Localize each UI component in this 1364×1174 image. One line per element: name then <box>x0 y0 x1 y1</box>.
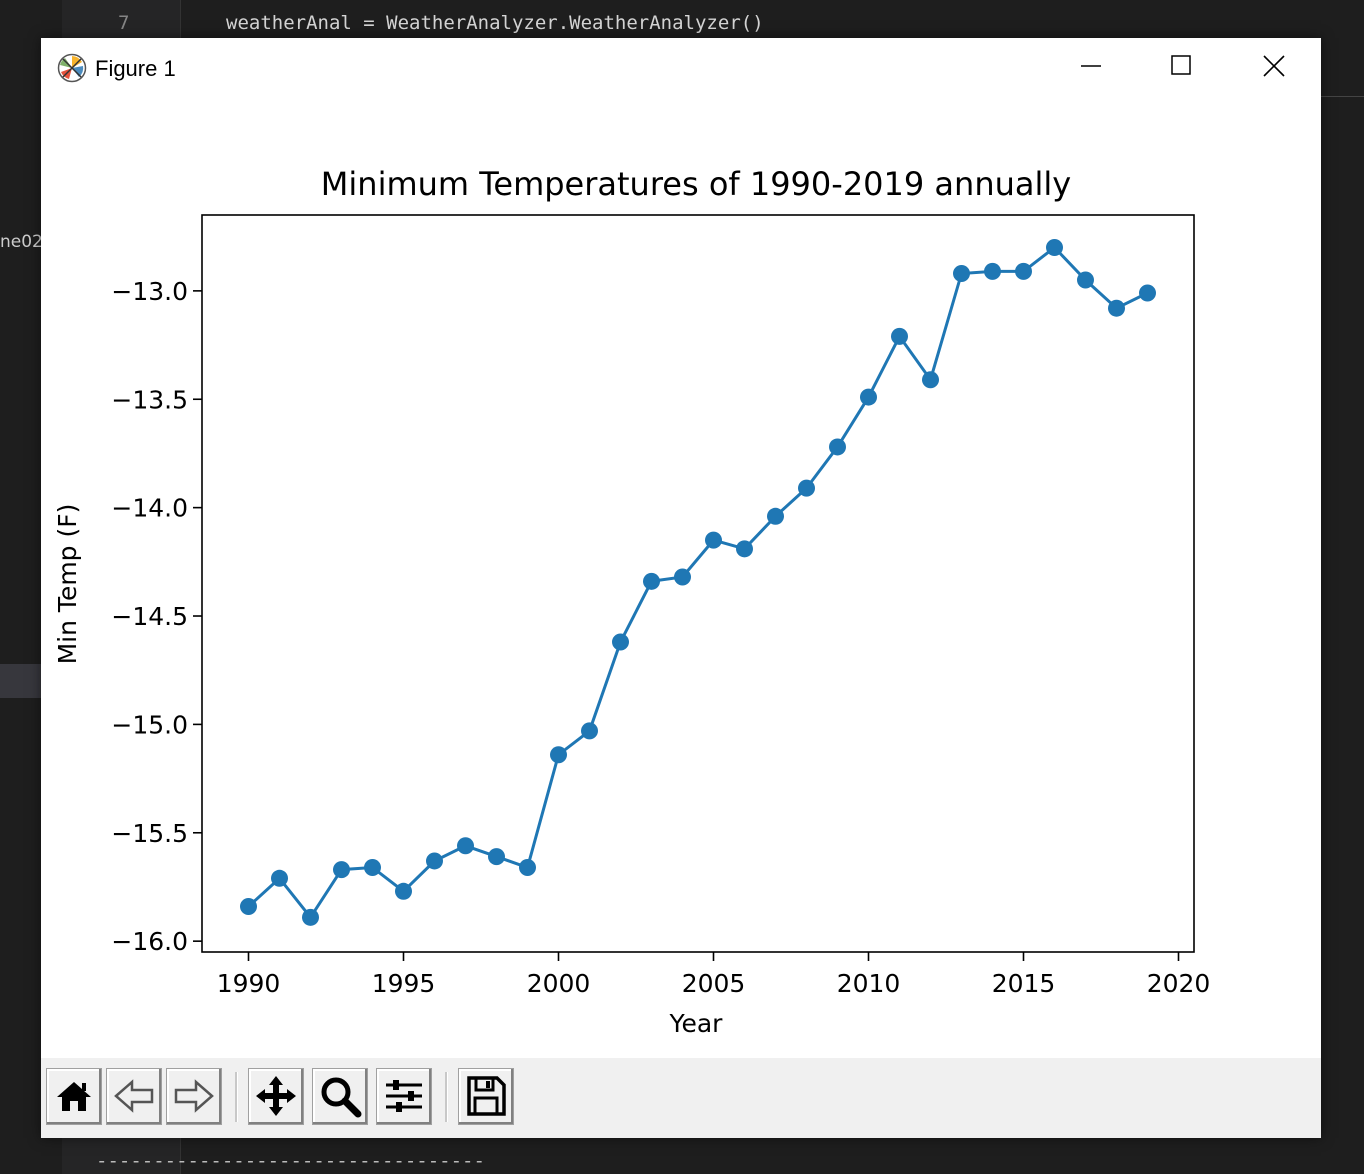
data-point <box>736 540 753 558</box>
y-tick-label: −16.0 <box>111 927 188 956</box>
close-icon <box>1263 55 1285 77</box>
data-point <box>1108 299 1125 317</box>
minimize-button[interactable] <box>1068 48 1114 88</box>
x-tick-label: 2010 <box>837 969 901 998</box>
data-point <box>395 882 412 900</box>
y-tick-label: −13.0 <box>111 277 188 306</box>
data-point <box>457 837 474 855</box>
series-markers <box>240 239 1156 926</box>
data-point <box>643 572 660 590</box>
matplotlib-logo-icon <box>57 53 87 83</box>
panel-border <box>1321 96 1364 97</box>
y-axis-ticks: −13.0 −13.5 −14.0 −14.5 −15.0 −15.5 −16.0 <box>111 277 202 956</box>
data-point <box>488 848 505 866</box>
data-point <box>922 371 939 389</box>
data-point <box>426 852 443 870</box>
explorer-selection-highlight <box>0 664 41 698</box>
data-point <box>519 858 536 876</box>
data-point <box>984 262 1001 280</box>
data-point <box>953 265 970 283</box>
data-point <box>1077 271 1094 289</box>
code-text[interactable]: weatherAnal = WeatherAnalyzer.WeatherAna… <box>226 12 764 34</box>
x-tick-label: 2005 <box>682 969 746 998</box>
figure-window: Figure 1 Minimum Temperatures of 1990-20… <box>41 38 1321 1138</box>
window-title: Figure 1 <box>95 56 176 81</box>
data-point <box>860 388 877 406</box>
data-point <box>674 568 691 586</box>
title-bar[interactable]: Figure 1 <box>41 38 1321 98</box>
data-point <box>1139 284 1156 302</box>
x-tick-label: 2015 <box>992 969 1056 998</box>
y-axis-label: Min Temp (F) <box>53 504 82 665</box>
move-icon <box>256 1076 296 1116</box>
maximize-button[interactable] <box>1158 48 1204 88</box>
zoom-button[interactable] <box>312 1068 368 1125</box>
home-button[interactable] <box>46 1068 102 1125</box>
close-button[interactable] <box>1251 48 1297 88</box>
data-point <box>798 479 815 497</box>
data-point <box>829 438 846 456</box>
y-tick-label: −14.5 <box>111 602 188 631</box>
data-point <box>550 746 567 764</box>
data-point <box>1015 262 1032 280</box>
terminal-dash-line: ---------------------------------- <box>96 1150 485 1172</box>
y-tick-label: −13.5 <box>111 385 188 414</box>
sliders-icon <box>386 1080 422 1112</box>
arrow-left-icon <box>114 1079 154 1113</box>
data-point <box>364 858 381 876</box>
chart-title: Minimum Temperatures of 1990-2019 annual… <box>321 165 1071 203</box>
data-point <box>333 861 350 879</box>
y-tick-label: −15.5 <box>111 819 188 848</box>
line-number: 7 <box>118 12 130 34</box>
x-tick-label: 1995 <box>372 969 436 998</box>
back-button[interactable] <box>106 1068 162 1125</box>
save-button[interactable] <box>458 1068 514 1125</box>
toolbar-separator <box>235 1072 238 1122</box>
data-point <box>767 507 784 525</box>
data-point <box>705 531 722 549</box>
line-chart[interactable]: Minimum Temperatures of 1990-2019 annual… <box>41 98 1321 1058</box>
data-point <box>302 908 319 926</box>
x-tick-label: 1990 <box>217 969 281 998</box>
data-point <box>271 869 288 887</box>
data-point <box>891 327 908 345</box>
axes-frame <box>201 214 1195 953</box>
y-tick-label: −15.0 <box>111 710 188 739</box>
x-axis-ticks: 1990 1995 2000 2005 2010 2015 2020 <box>217 952 1211 998</box>
editor-code-line: 7 weatherAnal = WeatherAnalyzer.WeatherA… <box>0 0 1364 38</box>
minimize-icon <box>1081 65 1101 67</box>
toolbar-separator <box>445 1072 448 1122</box>
plot-area[interactable]: Minimum Temperatures of 1990-2019 annual… <box>41 98 1321 1058</box>
y-tick-label: −14.0 <box>111 494 188 523</box>
forward-button[interactable] <box>166 1068 222 1125</box>
x-axis-label: Year <box>669 1009 724 1038</box>
navigation-toolbar <box>41 1058 1321 1138</box>
pan-button[interactable] <box>248 1068 304 1125</box>
data-point <box>1046 239 1063 257</box>
x-tick-label: 2020 <box>1147 969 1211 998</box>
data-point <box>581 722 598 740</box>
data-point <box>240 897 257 915</box>
configure-subplots-button[interactable] <box>376 1068 432 1125</box>
floppy-disk-icon <box>467 1076 506 1116</box>
maximize-icon <box>1171 55 1191 75</box>
data-point <box>612 633 629 651</box>
explorer-item-fragment[interactable]: ne02 <box>0 232 43 252</box>
magnifier-icon <box>321 1077 362 1118</box>
x-tick-label: 2000 <box>527 969 591 998</box>
home-icon <box>57 1082 91 1111</box>
arrow-right-icon <box>174 1079 214 1113</box>
